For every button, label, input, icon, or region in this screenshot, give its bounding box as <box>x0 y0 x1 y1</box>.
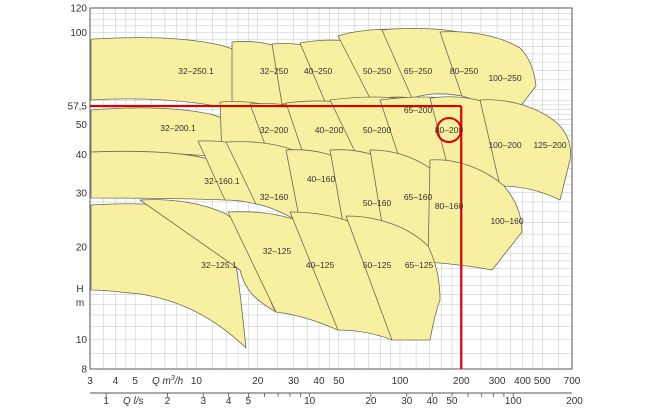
pump-region <box>345 215 441 341</box>
pump-labels: 32–250.1 32–250 40–250 50–250 65–250 80–250 10… <box>160 66 567 270</box>
x-tick-label-m3h: 200 <box>453 376 470 387</box>
highlight-lines <box>90 104 463 369</box>
pump-label: 32–125.1 <box>201 260 237 270</box>
pump-label: 125–200 <box>533 140 566 150</box>
pump-label: 100–250 <box>488 73 521 83</box>
x-tick-label-m3h: 100 <box>392 376 409 387</box>
y-tick-label: 30 <box>76 188 88 199</box>
selected-pump-circle <box>436 117 462 143</box>
x-tick-label-ls: 3 <box>200 396 206 407</box>
x-tick-label-ls: 4 <box>226 396 232 407</box>
x-tick-label-m3h: 50 <box>333 376 345 387</box>
pump-label: 80–200 <box>435 125 464 135</box>
x-tick-label-m3h: 10 <box>191 376 203 387</box>
x-tick-label-ls: 20 <box>365 396 377 407</box>
pump-label: 32–200.1 <box>160 123 196 133</box>
x-tick-label-m3h: 400 <box>514 376 531 387</box>
x-axis-label-m3h-suffix: /h <box>174 376 184 387</box>
pump-label: 32–160.1 <box>204 176 240 186</box>
pump-label: 32–200 <box>260 125 289 135</box>
pump-label: 40–250 <box>304 66 333 76</box>
x-tick-label-ls: 2 <box>165 396 171 407</box>
x-tick-label-ls: 40 <box>427 396 439 407</box>
plot-frame <box>89 7 573 370</box>
pump-label: 50–250 <box>363 66 392 76</box>
y-tick-label: 10 <box>76 335 88 346</box>
x-axis-label-m3h-sup: 3 <box>171 375 175 382</box>
y-tick-label: 40 <box>76 150 88 161</box>
x-tick-label-m3h: 40 <box>313 376 325 387</box>
y-axis-label-m: m <box>76 298 84 309</box>
x-tick-label-ls: 200 <box>566 396 583 407</box>
x-tick-label-m3h: 3 <box>87 376 93 387</box>
y-axis-label-h: H <box>76 284 83 295</box>
x-tick-label-m3h: 500 <box>534 376 551 387</box>
x-tick-label-m3h: 4 <box>113 376 119 387</box>
x-tick-label-ls: 50 <box>446 396 458 407</box>
pump-label: 32–125 <box>263 246 292 256</box>
pump-label: 32–250.1 <box>178 66 214 76</box>
pump-label: 50–160 <box>363 198 392 208</box>
pump-label: 65–125 <box>405 260 434 270</box>
x-tick-label-ls: 1 <box>103 396 109 407</box>
pump-region <box>427 159 523 271</box>
pump-label: 65–200 <box>404 105 433 115</box>
y-tick-label: 20 <box>76 242 88 253</box>
x-tick-label-ls: 100 <box>505 396 522 407</box>
y-tick-label: 100 <box>70 28 87 39</box>
pump-label: 40–125 <box>306 260 335 270</box>
pump-label: 100–160 <box>490 216 523 226</box>
pump-label: 80–250 <box>450 66 479 76</box>
x-axis-label-ls: Q l/s <box>123 396 144 407</box>
x-tick-label-ls: 10 <box>304 396 316 407</box>
x-tick-label-ls: 5 <box>246 396 252 407</box>
x-tick-label-m3h: 700 <box>564 376 581 387</box>
highlight-h-value-label: 57,5 <box>68 102 88 113</box>
x-tick-label-m3h: 300 <box>489 376 506 387</box>
pump-label: 50–200 <box>363 125 392 135</box>
y-tick-label: 50 <box>76 120 88 131</box>
pump-curves <box>90 28 571 349</box>
x-axis-label-m3h: Q m3/h <box>152 375 184 387</box>
x-tick-label-ls: 30 <box>401 396 413 407</box>
x-tick-label-m3h: 20 <box>252 376 264 387</box>
pump-label: 32–250 <box>260 66 289 76</box>
pump-label: 100–200 <box>488 140 521 150</box>
x-axis-label-m3h-prefix: Q m <box>152 376 171 387</box>
pump-label: 32–160 <box>260 192 289 202</box>
pump-label: 65–250 <box>404 66 433 76</box>
x-tick-label-m3h: 30 <box>288 376 300 387</box>
pump-label: 40–160 <box>307 174 336 184</box>
y-tick-label: 120 <box>70 4 87 15</box>
pump-label: 65–160 <box>404 192 433 202</box>
x-tick-label-m3h: 5 <box>132 376 138 387</box>
pump-label: 50–125 <box>363 260 392 270</box>
pump-label: 80–160 <box>435 201 464 211</box>
pump-region <box>479 99 571 201</box>
y-tick-label: 8 <box>81 365 87 376</box>
pump-label: 40–200 <box>315 125 344 135</box>
